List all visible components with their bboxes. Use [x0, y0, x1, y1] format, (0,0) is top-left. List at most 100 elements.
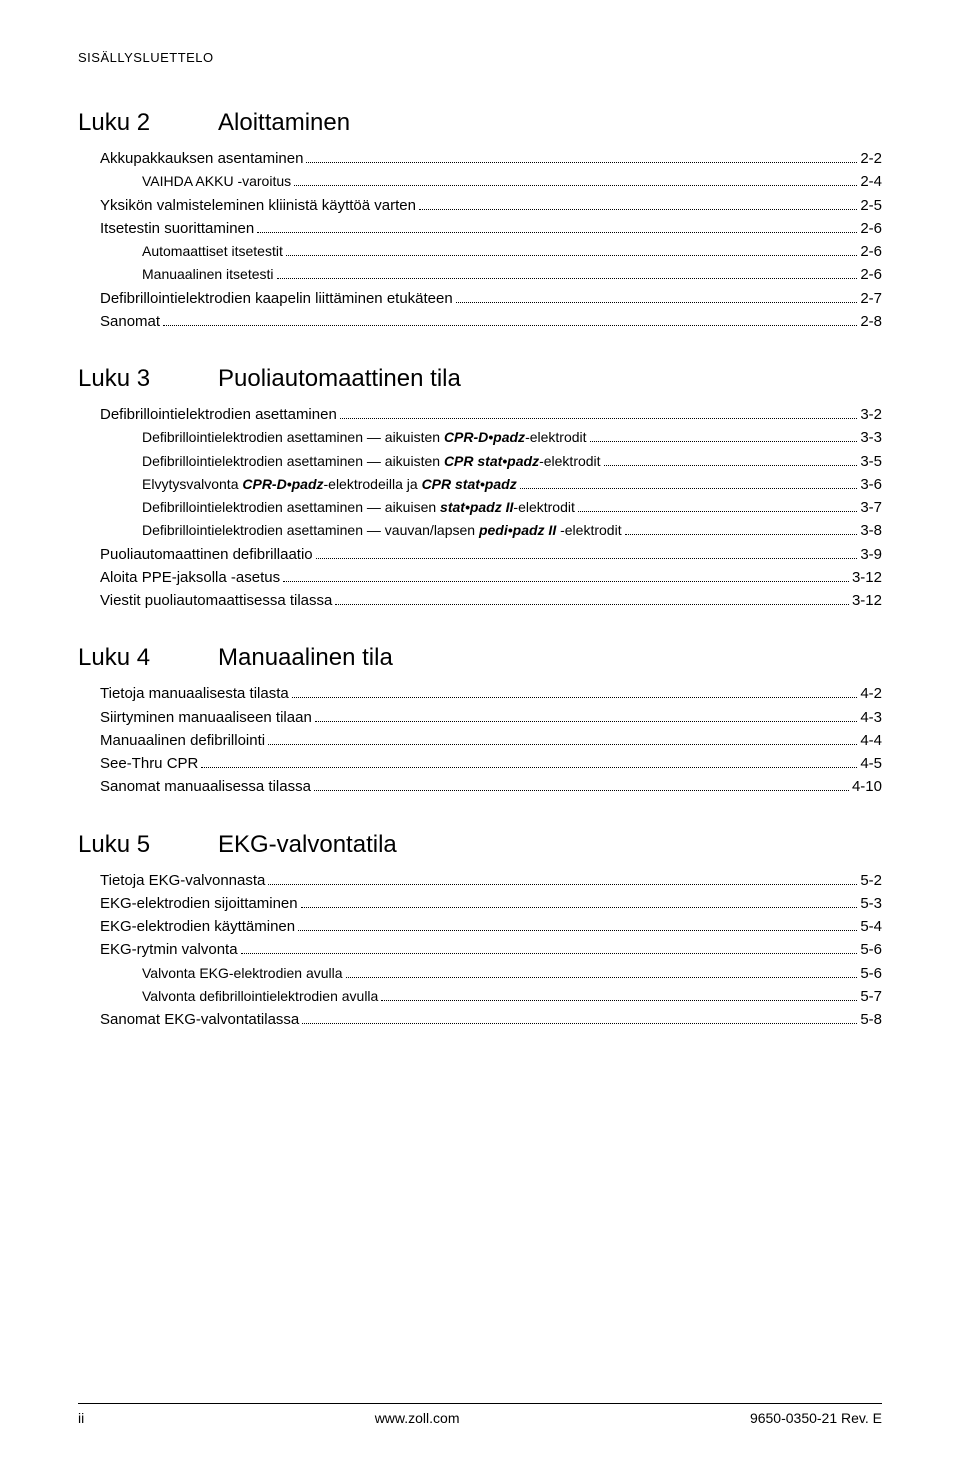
toc-label: EKG-elektrodien sijoittaminen: [100, 892, 298, 915]
toc-label: VAIHDA AKKU -varoitus: [142, 171, 291, 193]
chapter-heading: Luku 5EKG-valvontatila: [78, 831, 882, 859]
chapter-number: Luku 5: [78, 831, 218, 859]
toc-entry: EKG-rytmin valvonta 5-6: [78, 938, 882, 961]
toc-page: 2-2: [860, 147, 882, 170]
toc-page: 5-4: [860, 915, 882, 938]
toc-entry: Tietoja manuaalisesta tilasta 4-2: [78, 682, 882, 705]
toc-entry: Tietoja EKG-valvonnasta 5-2: [78, 869, 882, 892]
toc-entry: Automaattiset itsetestit2-6: [78, 240, 882, 263]
toc-page: 4-10: [852, 775, 882, 798]
toc-entry: Defibrillointielektrodien kaapelin liitt…: [78, 287, 882, 310]
toc-entry: Sanomat 2-8: [78, 310, 882, 333]
toc-page: 4-2: [860, 682, 882, 705]
toc-entry: EKG-elektrodien sijoittaminen 5-3: [78, 892, 882, 915]
chapter: Luku 3Puoliautomaattinen tila Defibrilloi…: [78, 365, 882, 612]
chapter-heading: Luku 3Puoliautomaattinen tila: [78, 365, 882, 393]
toc-entry: Aloita PPE-jaksolla -asetus 3-12: [78, 566, 882, 589]
toc-entry: See-Thru CPR 4-5: [78, 752, 882, 775]
toc-entry: Sanomat manuaalisessa tilassa 4-10: [78, 775, 882, 798]
chapter-number: Luku 3: [78, 365, 218, 393]
footer-center: www.zoll.com: [375, 1410, 460, 1426]
toc-label: Valvonta defibrillointielektrodien avull…: [142, 986, 378, 1008]
toc-entry: Valvonta EKG-elektrodien avulla 5-6: [78, 962, 882, 985]
chapter-number: Luku 2: [78, 109, 218, 137]
toc-leader-dots: [283, 581, 849, 582]
toc-label: Akkupakkauksen asentaminen: [100, 147, 303, 170]
toc-label: Defibrillointielektrodien asettaminen — …: [142, 520, 622, 542]
toc-leader-dots: [604, 465, 858, 466]
toc-entry: Defibrillointielektrodien asettaminen — …: [78, 519, 882, 542]
toc-label: Tietoja EKG-valvonnasta: [100, 869, 265, 892]
toc-label: Defibrillointielektrodien asettaminen: [100, 403, 337, 426]
toc-entry: Manuaalinen itsetesti 2-6: [78, 263, 882, 286]
page-footer: ii www.zoll.com 9650-0350-21 Rev. E: [78, 1403, 882, 1426]
toc-label: EKG-elektrodien käyttäminen: [100, 915, 295, 938]
toc-label: Defibrillointielektrodien asettaminen — …: [142, 427, 587, 449]
toc-label: Viestit puoliautomaattisessa tilassa: [100, 589, 332, 612]
toc-leader-dots: [302, 1023, 857, 1024]
table-of-contents: Luku 2Aloittaminen Akkupakkauksen asentam…: [78, 109, 882, 1031]
toc-label: Defibrillointielektrodien asettaminen — …: [142, 451, 601, 473]
toc-leader-dots: [286, 255, 857, 256]
toc-leader-dots: [314, 790, 849, 791]
toc-label: Aloita PPE-jaksolla -asetus: [100, 566, 280, 589]
toc-leader-dots: [301, 907, 858, 908]
toc-page: 5-8: [860, 1008, 882, 1031]
toc-page: 5-3: [860, 892, 882, 915]
toc-entry: Valvonta defibrillointielektrodien avull…: [78, 985, 882, 1008]
toc-label: Tietoja manuaalisesta tilasta: [100, 682, 289, 705]
toc-page: 4-5: [860, 752, 882, 775]
toc-label: Defibrillointielektrodien kaapelin liitt…: [100, 287, 453, 310]
toc-leader-dots: [335, 604, 849, 605]
toc-label: EKG-rytmin valvonta: [100, 938, 238, 961]
toc-leader-dots: [163, 325, 857, 326]
toc-page: 3-2: [860, 403, 882, 426]
toc-page: 4-4: [860, 729, 882, 752]
toc-page: 5-6: [860, 938, 882, 961]
chapter-heading: Luku 4Manuaalinen tila: [78, 644, 882, 672]
toc-label: Sanomat manuaalisessa tilassa: [100, 775, 311, 798]
toc-label: See-Thru CPR: [100, 752, 198, 775]
toc-entry: Manuaalinen defibrillointi4-4: [78, 729, 882, 752]
toc-entry: Defibrillointielektrodien asettaminen — …: [78, 496, 882, 519]
toc-page: 2-6: [860, 217, 882, 240]
chapter-number: Luku 4: [78, 644, 218, 672]
toc-entry: Viestit puoliautomaattisessa tilassa 3-12: [78, 589, 882, 612]
toc-entry: Puoliautomaattinen defibrillaatio3-9: [78, 543, 882, 566]
toc-leader-dots: [268, 744, 857, 745]
toc-entry: Sanomat EKG-valvontatilassa5-8: [78, 1008, 882, 1031]
toc-label: Siirtyminen manuaaliseen tilaan: [100, 706, 312, 729]
toc-page: 3-12: [852, 566, 882, 589]
chapter-title: Aloittaminen: [218, 109, 350, 136]
toc-entry: Defibrillointielektrodien asettaminen 3-2: [78, 403, 882, 426]
toc-label: Valvonta EKG-elektrodien avulla: [142, 963, 343, 985]
toc-entry: VAIHDA AKKU -varoitus2-4: [78, 170, 882, 193]
chapter-title: EKG-valvontatila: [218, 831, 397, 858]
toc-label: Yksikön valmisteleminen kliinistä käyttö…: [100, 194, 416, 217]
chapter: Luku 2Aloittaminen Akkupakkauksen asentam…: [78, 109, 882, 333]
toc-label: Sanomat: [100, 310, 160, 333]
toc-leader-dots: [201, 767, 857, 768]
toc-entry: Elvytysvalvonta CPR-D•padz-elektrodeilla…: [78, 473, 882, 496]
toc-label: Manuaalinen itsetesti: [142, 264, 274, 286]
toc-leader-dots: [298, 930, 857, 931]
toc-page: 2-8: [860, 310, 882, 333]
toc-entry: Siirtyminen manuaaliseen tilaan4-3: [78, 706, 882, 729]
chapter-heading: Luku 2Aloittaminen: [78, 109, 882, 137]
toc-page: 3-12: [852, 589, 882, 612]
toc-page: 3-5: [860, 450, 882, 473]
chapter: Luku 5EKG-valvontatila Tietoja EKG-valvon…: [78, 831, 882, 1032]
toc-leader-dots: [590, 441, 858, 442]
toc-leader-dots: [456, 302, 858, 303]
toc-page: 3-3: [860, 426, 882, 449]
toc-label: Elvytysvalvonta CPR-D•padz-elektrodeilla…: [142, 474, 517, 496]
toc-page: 2-6: [860, 263, 882, 286]
page-header: SISÄLLYSLUETTELO: [78, 50, 882, 65]
toc-page: 5-2: [860, 869, 882, 892]
toc-page: 2-7: [860, 287, 882, 310]
toc-leader-dots: [346, 977, 858, 978]
toc-page: 5-6: [860, 962, 882, 985]
toc-leader-dots: [315, 721, 858, 722]
toc-page: 3-7: [860, 496, 882, 519]
toc-leader-dots: [306, 162, 857, 163]
